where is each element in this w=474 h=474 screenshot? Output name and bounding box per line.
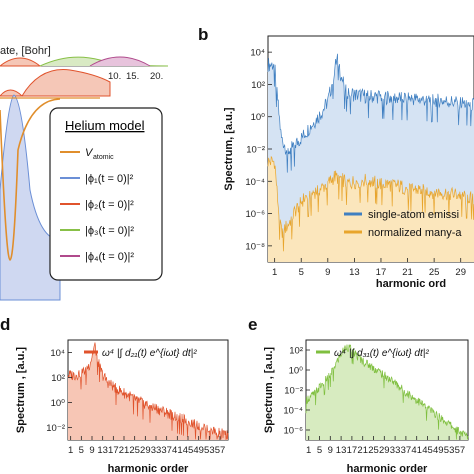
x-tick-label-d: 53	[204, 445, 215, 456]
series-fill-b-1	[268, 156, 474, 262]
y-axis-label-d: Spectrum , [a.u.]	[15, 347, 27, 434]
y-tick-label-b: 10⁻⁶	[246, 209, 266, 220]
y-tick-label-e: 10⁻⁶	[284, 426, 304, 437]
x-tick-label-b: 13	[349, 267, 360, 278]
x-tick-label-e: 53	[444, 445, 455, 456]
panel-a-tick: 15.	[126, 71, 139, 82]
x-tick-label-d: 41	[172, 445, 183, 456]
panel-a-tick: 20.	[150, 71, 163, 82]
y-tick-label-e: 10⁰	[289, 366, 304, 377]
x-tick-label-d: 17	[108, 445, 119, 456]
series-line-b-1	[267, 155, 474, 252]
chart-e: 1 5 9 13 17 21 25 29 33 37 41 45 49 53 57 10² 10⁰ 10⁻² 10⁻…	[263, 339, 469, 474]
x-tick-label-b: 21	[402, 267, 413, 278]
x-tick-label-e: 49	[433, 445, 444, 456]
x-tick-label-e: 37	[401, 445, 412, 456]
y-tick-label-d: 10⁰	[51, 398, 66, 409]
x-tick-label-e: 57	[455, 445, 466, 456]
x-tick-label-d: 37	[161, 445, 172, 456]
y-tick-label-b: 10⁴	[250, 48, 265, 59]
y-tick-label-b: 10⁻²	[246, 145, 265, 156]
x-tick-label-d: 33	[151, 445, 162, 456]
x-tick-label-d: 49	[193, 445, 204, 456]
x-tick-label-d: 29	[140, 445, 151, 456]
legend-label: V	[85, 147, 94, 159]
x-tick-label-d: 45	[183, 445, 194, 456]
y-tick-label-d: 10²	[51, 373, 65, 384]
x-tick-label-b: 1	[272, 267, 277, 278]
legend-label-b-1: normalized many-a	[368, 227, 462, 239]
series-fill-d-0	[68, 342, 228, 440]
phi4-curve	[89, 56, 151, 67]
y-tick-label-b: 10⁻⁸	[245, 241, 265, 252]
x-tick-label-e: 33	[390, 445, 401, 456]
panel-label-e: e	[248, 315, 257, 334]
y-tick-label-d: 10⁻²	[46, 423, 65, 434]
series-line-d-0	[67, 342, 229, 441]
legend-subscript: atomic	[93, 154, 114, 161]
x-tick-label-d: 57	[215, 445, 226, 456]
x-tick-label-b: 17	[376, 267, 387, 278]
x-tick-label-d: 21	[119, 445, 130, 456]
legend-label-e: ω⁴ |∫ d₃₁(t) e^{iωt} dt|²	[334, 348, 429, 359]
chart-d: 1 5 9 13 17 21 25 29 33 37 41 45 49 53 57 10⁴ 10² 10⁰ 10⁻²…	[15, 339, 229, 474]
panel-a-tick: 10.	[108, 71, 121, 82]
x-tick-label-b: 25	[429, 267, 440, 278]
panel-label-d: d	[0, 315, 10, 334]
y-tick-label-d: 10⁴	[50, 348, 65, 359]
phi2-curve	[0, 69, 111, 97]
series-fill-e-0	[306, 344, 468, 440]
x-tick-label-b: 29	[455, 267, 466, 278]
potential-well	[0, 98, 61, 261]
x-tick-label-e: 21	[357, 445, 368, 456]
legend-label-d: ω⁴ |∫ d₂₁(t) e^{iωt} dt|²	[102, 348, 197, 359]
x-tick-label-b: 5	[299, 267, 304, 278]
legend-title: Helium model	[65, 118, 145, 133]
legend-label: |ϕ₄(t = 0)|²	[85, 251, 134, 263]
legend-label: |ϕ₁(t = 0)|²	[85, 173, 134, 185]
chart-b: 1 5 9 13 17 21 25 29 10⁴ 10² 10⁰ 10⁻² 10⁻⁴ 10⁻⁶ 10⁻⁸ ha…	[223, 35, 474, 290]
legend-item-phi4: |ϕ₄(t = 0)|²	[60, 251, 134, 263]
legend-label: |ϕ₃(t = 0)|²	[85, 225, 134, 237]
x-tick-label-d: 25	[129, 445, 140, 456]
series-line-e-0	[305, 344, 469, 440]
series-line-b-0	[267, 53, 474, 173]
x-tick-label-d: 1	[68, 445, 73, 456]
x-tick-label-d: 9	[89, 445, 94, 456]
x-tick-label-e: 45	[422, 445, 433, 456]
y-tick-label-e: 10⁻²	[284, 386, 303, 397]
x-tick-label-d: 13	[97, 445, 108, 456]
x-axis-label-e: harmonic order	[347, 463, 428, 474]
legend-item-phi2: |ϕ₂(t = 0)|²	[60, 199, 134, 211]
x-tick-label-e: 25	[368, 445, 379, 456]
legend-label: |ϕ₂(t = 0)|²	[85, 199, 134, 211]
panel-a-axis-title: ate, [Bohr]	[0, 45, 51, 57]
x-tick-label-e: 5	[317, 445, 322, 456]
x-tick-label-e: 9	[328, 445, 333, 456]
x-tick-label-e: 13	[336, 445, 347, 456]
x-tick-label-e: 29	[379, 445, 390, 456]
legend-item-vatomic: V atomic	[60, 147, 114, 161]
y-tick-label-b: 10⁻⁴	[245, 177, 265, 188]
y-axis-label-b: Spectrum, [a.u.]	[223, 107, 235, 190]
x-tick-label-e: 1	[306, 445, 311, 456]
x-tick-label-d: 5	[79, 445, 84, 456]
y-tick-label-b: 10²	[251, 80, 265, 91]
x-axis-label-d: harmonic order	[108, 463, 189, 474]
legend-label-b-0: single-atom emissi	[368, 209, 459, 221]
x-axis-label-b: harmonic ord	[376, 278, 446, 290]
x-tick-label-e: 17	[347, 445, 358, 456]
phi2-lobe	[0, 57, 42, 67]
panel-a-partial: ate, [Bohr] 5. 10. 15. 20. Helium model …	[0, 45, 169, 301]
legend-item-phi1: |ϕ₁(t = 0)|²	[60, 173, 134, 185]
y-axis-label-e: Spectrum , [a.u.]	[263, 347, 275, 434]
x-tick-label-e: 41	[411, 445, 422, 456]
y-tick-label-b: 10⁰	[251, 112, 266, 123]
x-tick-label-b: 9	[325, 267, 330, 278]
y-tick-label-e: 10²	[289, 346, 303, 357]
legend-item-phi3: |ϕ₃(t = 0)|²	[60, 225, 134, 237]
panel-label-b: b	[198, 25, 208, 44]
y-tick-label-e: 10⁻⁴	[283, 406, 303, 417]
